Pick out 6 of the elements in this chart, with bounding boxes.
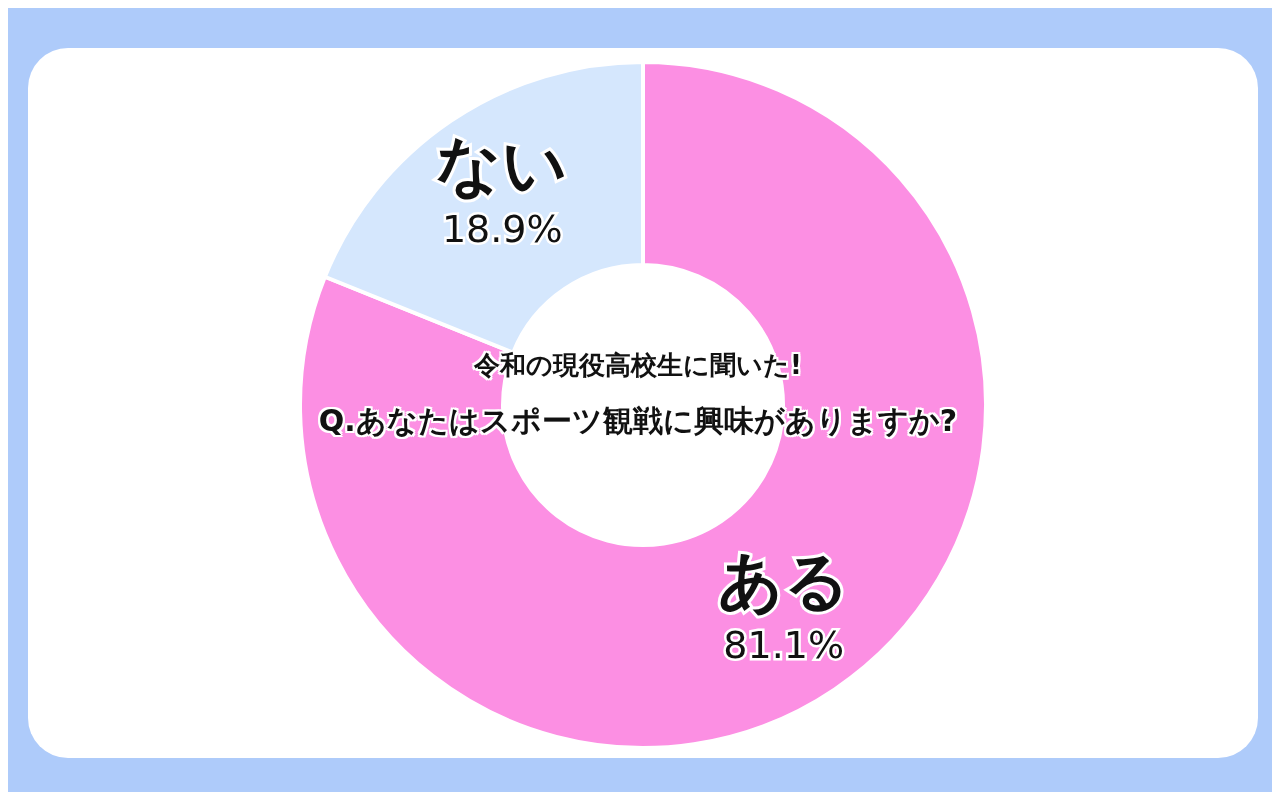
text: Q.あなたはスポーツ観戦に興味がありますか? bbox=[317, 402, 959, 440]
text: 令和の現役高校生に聞いた! bbox=[473, 349, 803, 382]
data-label: 18.9% bbox=[441, 206, 563, 251]
slice-label: ある bbox=[717, 544, 850, 619]
data-label: 81.1% bbox=[723, 623, 845, 668]
slice-label: ない bbox=[436, 127, 569, 202]
